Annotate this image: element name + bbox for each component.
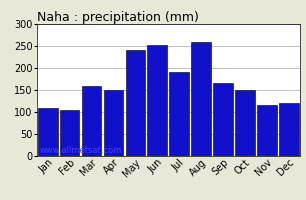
Bar	[213, 83, 233, 156]
Bar	[235, 90, 255, 156]
Bar	[38, 108, 58, 156]
Bar	[60, 110, 80, 156]
Bar	[125, 50, 145, 156]
Bar	[82, 86, 101, 156]
Bar	[147, 45, 167, 156]
Bar	[104, 90, 123, 156]
Bar	[257, 105, 277, 156]
Text: www.allmetsat.com: www.allmetsat.com	[39, 146, 121, 155]
Text: Naha : precipitation (mm): Naha : precipitation (mm)	[37, 11, 199, 24]
Bar	[279, 103, 299, 156]
Bar	[191, 42, 211, 156]
Bar	[170, 72, 189, 156]
